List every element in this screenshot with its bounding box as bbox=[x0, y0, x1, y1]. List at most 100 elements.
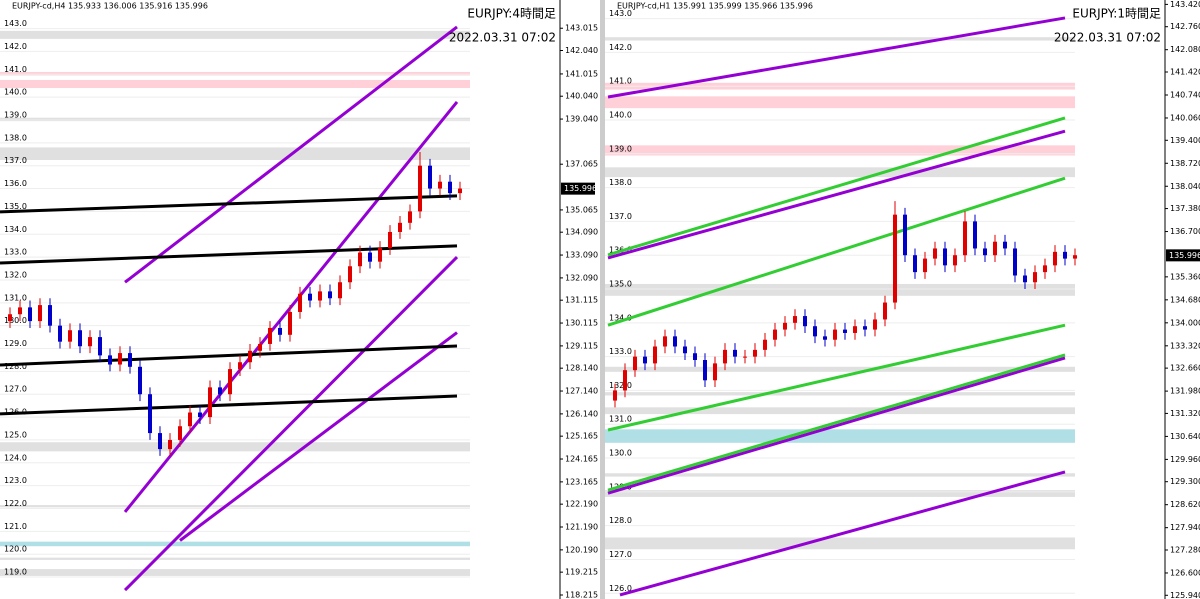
level-label: 141.0 bbox=[609, 77, 632, 86]
level-label: 128.0 bbox=[609, 516, 632, 525]
candle-body bbox=[733, 349, 737, 357]
candle-body bbox=[198, 412, 202, 418]
y-tick-label: 135.360 bbox=[1170, 272, 1200, 281]
zone-band bbox=[605, 366, 1075, 372]
candle-body bbox=[783, 322, 787, 330]
zone-band bbox=[0, 30, 470, 39]
trendline bbox=[619, 470, 1066, 597]
level-label: 143.0 bbox=[609, 9, 632, 18]
y-tick-label: 140.040 bbox=[565, 92, 598, 101]
level-label: 126.0 bbox=[609, 584, 632, 593]
candle-body bbox=[408, 211, 412, 223]
trendline bbox=[607, 356, 1066, 495]
candle-body bbox=[793, 316, 797, 323]
price-tag-bg bbox=[1166, 249, 1200, 262]
y-tick-label: 126.600 bbox=[1170, 568, 1200, 577]
candle-body bbox=[368, 252, 372, 262]
y-tick-label: 137.065 bbox=[565, 160, 598, 169]
level-label: 138.0 bbox=[4, 133, 27, 142]
y-tick-label: 131.980 bbox=[1170, 387, 1200, 396]
candle-body bbox=[288, 311, 292, 335]
chart-date: 2022.03.31 07:02 bbox=[449, 31, 556, 45]
trendline bbox=[0, 344, 458, 367]
y-tick-label: 134.680 bbox=[1170, 295, 1200, 304]
chart-header: EURJPY-cd,H1 135.991 135.999 135.966 135… bbox=[617, 2, 813, 11]
y-tick-label: 142.040 bbox=[565, 46, 598, 55]
candle-body bbox=[78, 330, 82, 347]
candle-body bbox=[68, 330, 72, 342]
candle-body bbox=[108, 355, 112, 365]
level-label: 138.0 bbox=[609, 178, 632, 187]
candle-body bbox=[438, 181, 442, 189]
level-label: 129.0 bbox=[4, 339, 27, 348]
price-tag-bg bbox=[561, 182, 595, 195]
candle-body bbox=[98, 337, 102, 356]
chart-title: EURJPY:4時間足 bbox=[467, 7, 556, 21]
y-tick-label: 142.080 bbox=[1170, 45, 1200, 54]
y-tick-label: 142.760 bbox=[1170, 22, 1200, 31]
y-tick-label: 128.620 bbox=[1170, 500, 1200, 509]
y-tick-label: 141.420 bbox=[1170, 68, 1200, 77]
candle-body bbox=[188, 412, 192, 427]
candle-body bbox=[298, 293, 302, 312]
candle-body bbox=[238, 362, 242, 370]
candle-body bbox=[328, 291, 332, 299]
candle-body bbox=[673, 336, 677, 347]
candle-body bbox=[258, 343, 262, 351]
candle-body bbox=[643, 356, 647, 364]
y-tick-label: 143.015 bbox=[565, 24, 598, 33]
price-tag: 135.996 bbox=[564, 184, 597, 193]
candle-body bbox=[813, 326, 817, 337]
level-label: 134.0 bbox=[4, 225, 27, 234]
zone-band bbox=[605, 429, 1075, 443]
candle-body bbox=[613, 390, 617, 401]
candle-body bbox=[963, 221, 967, 256]
level-label: 131.0 bbox=[609, 415, 632, 424]
y-tick-label: 133.320 bbox=[1170, 341, 1200, 350]
candle-body bbox=[428, 165, 432, 189]
candle-body bbox=[18, 307, 22, 315]
candle-body bbox=[1053, 251, 1057, 266]
candle-body bbox=[903, 214, 907, 256]
candle-body bbox=[803, 316, 807, 327]
y-tick-label: 133.090 bbox=[565, 251, 598, 260]
level-label: 127.0 bbox=[609, 550, 632, 559]
zone-band bbox=[605, 145, 1075, 156]
y-tick-label: 140.740 bbox=[1170, 90, 1200, 99]
candle-body bbox=[623, 370, 627, 391]
candle-body bbox=[138, 366, 142, 395]
level-label: 139.0 bbox=[609, 144, 632, 153]
y-tick-label: 130.640 bbox=[1170, 432, 1200, 441]
candle-body bbox=[853, 326, 857, 333]
y-tick-label: 136.700 bbox=[1170, 227, 1200, 236]
candle-body bbox=[208, 387, 212, 418]
candle-body bbox=[278, 327, 282, 335]
level-label: 132.0 bbox=[609, 381, 632, 390]
level-label: 137.0 bbox=[4, 156, 27, 165]
zone-band bbox=[605, 37, 1075, 41]
candle-body bbox=[338, 282, 342, 299]
candle-body bbox=[168, 439, 172, 450]
y-tick-label: 128.140 bbox=[565, 364, 598, 373]
trendline bbox=[123, 256, 459, 592]
candle-body bbox=[913, 255, 917, 273]
candle-body bbox=[833, 329, 837, 340]
y-tick-label: 132.090 bbox=[565, 273, 598, 282]
candle-body bbox=[268, 327, 272, 344]
level-label: 142.0 bbox=[609, 43, 632, 52]
candle-body bbox=[178, 426, 182, 440]
level-label: 140.0 bbox=[609, 111, 632, 120]
candle-body bbox=[1063, 251, 1067, 259]
candle-body bbox=[28, 307, 32, 322]
candle-body bbox=[378, 247, 382, 262]
candle-body bbox=[743, 356, 747, 358]
trendline bbox=[0, 394, 458, 416]
chart-panel: 143.0142.0141.0140.0139.0138.0137.0136.0… bbox=[605, 0, 1200, 599]
y-tick-label: 140.060 bbox=[1170, 113, 1200, 122]
candle-body bbox=[983, 248, 987, 256]
candle-body bbox=[1013, 248, 1017, 276]
y-tick-label: 131.320 bbox=[1170, 409, 1200, 418]
candle-body bbox=[823, 336, 827, 340]
zone-band bbox=[605, 473, 1075, 477]
